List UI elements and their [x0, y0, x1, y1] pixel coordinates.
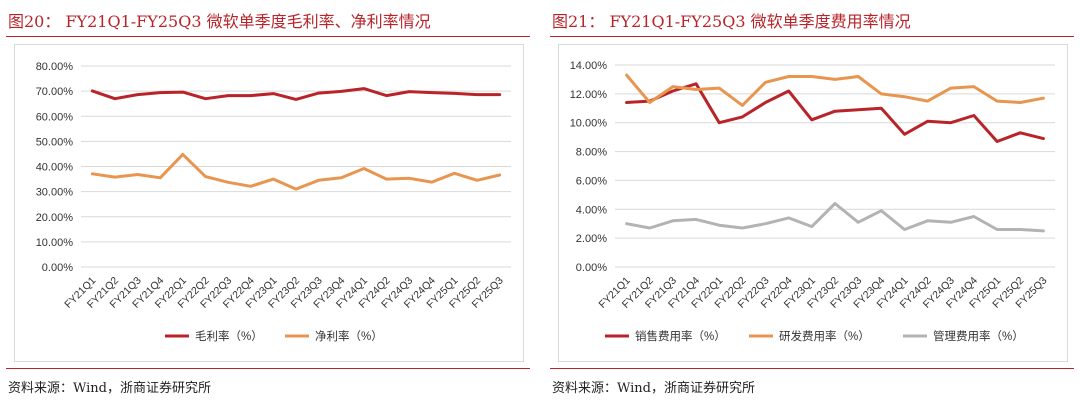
- chart-area: 0.00% 2.00% 4.00% 6.00% 8.00% 10.00% 12.00% 14.…: [558, 44, 1068, 362]
- y-tick-label: 14.00%: [570, 60, 608, 72]
- y-tick-label: 8.00%: [576, 147, 607, 159]
- figure-title: 图20： FY21Q1-FY25Q3 微软单季度毛利率、净利率情况: [8, 12, 431, 31]
- legend-label: 研发费用率（%）: [779, 329, 870, 343]
- series-line-2: [90, 152, 502, 191]
- source-note: 资料来源：Wind，浙商证券研究所: [552, 381, 755, 396]
- y-tick-label: 6.00%: [576, 175, 607, 187]
- legend-label: 销售费用率（%）: [635, 329, 726, 343]
- chart-area: 0.00% 10.00% 20.00% 30.00% 40.00% 50.00% 60.00…: [14, 44, 524, 362]
- y-tick-label: 60.00%: [36, 111, 74, 123]
- y-tick-label: 80.00%: [36, 61, 74, 73]
- y-tick-label: 10.00%: [36, 237, 74, 249]
- y-tick-label: 30.00%: [36, 187, 74, 199]
- source-divider: [550, 368, 1074, 369]
- right-figure-panel: 图21： FY21Q1-FY25Q3 微软单季度费用率情况 0.00% 2.00%…: [550, 0, 1074, 409]
- y-tick-label: 0.00%: [576, 262, 607, 274]
- y-tick-label: 0.00%: [42, 262, 73, 274]
- title-divider: [6, 36, 530, 37]
- y-tick-label: 50.00%: [36, 136, 74, 148]
- expense-ratio-chart: 0.00% 2.00% 4.00% 6.00% 8.00% 10.00% 12.00% 14.…: [570, 60, 1055, 343]
- y-tick-label: 40.00%: [36, 162, 74, 174]
- margin-chart: 0.00% 10.00% 20.00% 30.00% 40.00% 50.00% 60.00…: [36, 61, 511, 343]
- legend-label: 毛利率（%）: [195, 329, 263, 343]
- title-divider: [550, 36, 1074, 37]
- y-tick-label: 10.00%: [570, 118, 608, 130]
- series-line-1: [90, 87, 502, 101]
- y-tick-label: 2.00%: [576, 233, 607, 245]
- y-tick-label: 70.00%: [36, 86, 74, 98]
- series-line-1: [625, 82, 1045, 143]
- source-note: 资料来源：Wind，浙商证券研究所: [8, 381, 211, 396]
- legend-label: 管理费用率（%）: [933, 329, 1024, 343]
- y-tick-label: 4.00%: [576, 204, 607, 216]
- source-divider: [6, 368, 530, 369]
- series-line-3: [625, 202, 1045, 233]
- figure-title: 图21： FY21Q1-FY25Q3 微软单季度费用率情况: [552, 12, 911, 31]
- series-line-2: [625, 73, 1045, 107]
- y-tick-label: 12.00%: [570, 89, 608, 101]
- left-figure-panel: 图20： FY21Q1-FY25Q3 微软单季度毛利率、净利率情况 0.00% 1…: [6, 0, 530, 409]
- legend-label: 净利率（%）: [315, 329, 383, 343]
- y-tick-label: 20.00%: [36, 212, 74, 224]
